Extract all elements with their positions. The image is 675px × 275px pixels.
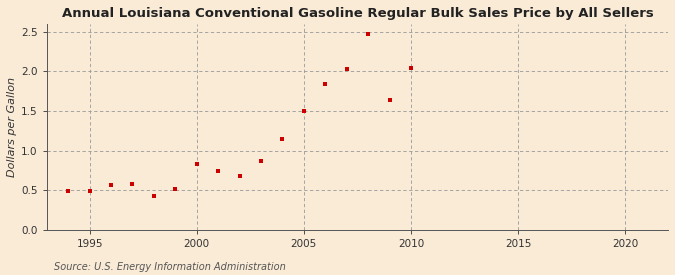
Point [362,32,373,36]
Point [191,162,202,166]
Point [277,136,288,141]
Point [63,189,74,193]
Point [384,98,395,102]
Point [170,187,181,192]
Text: Source: U.S. Energy Information Administration: Source: U.S. Energy Information Administ… [54,262,286,272]
Point [105,182,116,187]
Point [342,67,352,71]
Point [298,109,309,113]
Point [127,182,138,186]
Title: Annual Louisiana Conventional Gasoline Regular Bulk Sales Price by All Sellers: Annual Louisiana Conventional Gasoline R… [61,7,653,20]
Point [320,82,331,86]
Point [406,66,416,70]
Point [84,189,95,193]
Point [148,194,159,198]
Point [256,159,267,163]
Point [234,174,245,178]
Y-axis label: Dollars per Gallon: Dollars per Gallon [7,77,17,177]
Point [213,169,223,173]
